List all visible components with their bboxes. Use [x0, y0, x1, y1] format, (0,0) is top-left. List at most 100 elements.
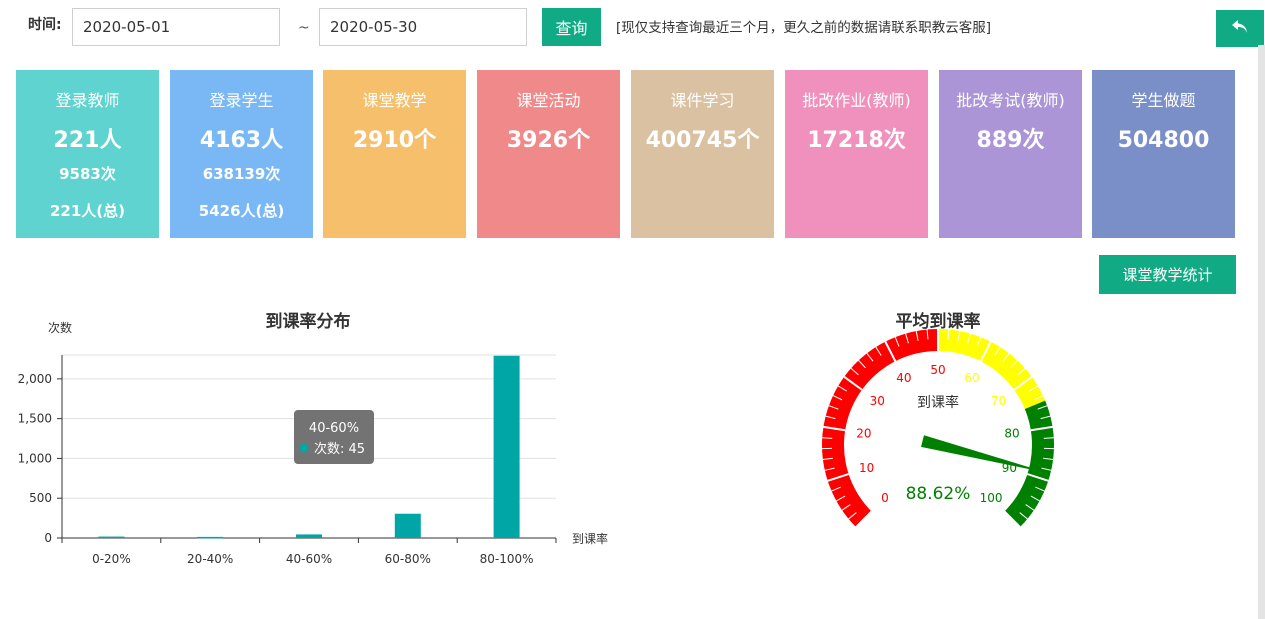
- gauge-tick: [1002, 353, 1010, 362]
- query-button[interactable]: 查询: [542, 8, 601, 46]
- stat-card-title: 学生做题: [1131, 91, 1196, 110]
- x-tick-label: 0-20%: [92, 552, 131, 566]
- gauge-tick: [841, 504, 851, 511]
- stat-card-value: 889次: [976, 128, 1045, 153]
- gauge-tick: [836, 495, 846, 502]
- gauge-band: [938, 329, 1046, 410]
- gauge-tick: [837, 385, 848, 392]
- gauge-tick: [915, 330, 919, 341]
- gauge-tick: [1033, 395, 1044, 401]
- gauge-tick-label: 60: [964, 371, 979, 385]
- gauge-tick: [957, 330, 961, 341]
- gauge-tick: [1037, 405, 1048, 410]
- gauge-tick: [1028, 385, 1039, 392]
- gauge-tick: [848, 512, 857, 520]
- stat-card-value: 17218次: [807, 128, 906, 153]
- gauge-tick: [1030, 495, 1040, 502]
- gauge-tick: [1027, 473, 1049, 482]
- gauge-tick: [926, 329, 929, 340]
- gauge-band: [822, 329, 938, 528]
- gauge-tick: [855, 510, 873, 528]
- bar[interactable]: [394, 513, 421, 538]
- gauge-tick-label: 0: [881, 491, 889, 505]
- gauge-tick: [823, 425, 846, 432]
- stat-card-value: 504800: [1117, 128, 1210, 153]
- stat-card: 批改考试(教师) 889次: [939, 70, 1082, 238]
- bar[interactable]: [197, 536, 224, 539]
- back-button[interactable]: [1216, 10, 1264, 47]
- gauge-tick: [825, 415, 836, 420]
- gauge-tick: [828, 405, 839, 410]
- gauge-tick-label: 100: [980, 491, 1003, 505]
- stat-card-value: 3926个: [506, 128, 591, 153]
- gauge-tick: [824, 467, 835, 471]
- gauge-tick-label: 10: [859, 461, 874, 475]
- gauge-tick: [822, 457, 833, 461]
- gauge-tick: [1040, 415, 1051, 420]
- stat-card: 批改作业(教师) 17218次: [785, 70, 928, 238]
- gauge-tick: [875, 346, 882, 356]
- stat-card-value: 4163人: [199, 128, 284, 153]
- stat-card-count: 638139次: [202, 165, 281, 183]
- gauge-chart-title: 平均到课率: [895, 312, 981, 332]
- gauge-tick: [822, 437, 833, 439]
- gauge-tick: [1035, 486, 1045, 492]
- gauge-tick: [866, 353, 874, 362]
- gauge-tick: [832, 395, 843, 401]
- y-tick-label: 500: [29, 491, 52, 505]
- gauge-tick: [1019, 512, 1028, 520]
- gauge-tick: [979, 341, 992, 362]
- gauge-tick: [1043, 437, 1054, 439]
- stat-card-title: 课堂活动: [516, 91, 581, 110]
- attendance-distribution-chart: 次数 0 500 1,000 1,500 2,000 0-20% 20-40% 40-60% 60…: [18, 320, 608, 566]
- bar[interactable]: [296, 534, 322, 538]
- gauge-tick: [894, 336, 900, 347]
- tooltip-value: 次数: 45: [314, 441, 365, 457]
- y-tick-label: 0: [44, 531, 52, 545]
- classroom-stats-button[interactable]: 课堂教学统计: [1099, 255, 1236, 294]
- x-tick-label: 40-60%: [286, 552, 332, 566]
- date-separator: ~: [298, 20, 310, 36]
- scrollbar[interactable]: [1258, 45, 1265, 619]
- y-axis-label: 次数: [48, 320, 72, 335]
- gauge-tick: [994, 346, 1001, 356]
- stat-card: 登录教师 221人 9583次 221人(总): [16, 70, 159, 238]
- gauge-tick-label: 80: [1004, 426, 1019, 440]
- stat-card-total: 221人(总): [49, 202, 126, 220]
- gauge-tick-label: 50: [930, 363, 945, 377]
- bar[interactable]: [493, 355, 520, 538]
- gauge-tick: [1010, 360, 1018, 369]
- gauge-needle: [921, 435, 1049, 474]
- gauge-tick: [1013, 376, 1033, 391]
- time-label: 时间:: [28, 17, 62, 33]
- bar[interactable]: [98, 536, 125, 539]
- gauge-tick: [831, 486, 841, 492]
- return-arrow-icon: [1231, 19, 1249, 38]
- tooltip-series-marker: [299, 443, 309, 453]
- gauge-tick: [1017, 367, 1026, 376]
- gauge-tick: [947, 329, 950, 340]
- stat-card-title: 课件学习: [670, 91, 735, 110]
- stat-card: 学生做题 504800: [1092, 70, 1235, 238]
- x-tick-label: 80-100%: [480, 552, 534, 566]
- start-date-input[interactable]: [72, 8, 280, 46]
- query-notice: [现仅支持查询最近三个月，更久之前的数据请联系职教云客服]: [616, 20, 992, 36]
- end-date-input[interactable]: [319, 8, 527, 46]
- stat-card: 登录学生 4163人 638139次 5426人(总): [170, 70, 313, 238]
- stat-card-title: 批改作业(教师): [802, 91, 911, 110]
- chart-tooltip: 40-60% 次数: 45: [294, 410, 374, 464]
- gauge-band: [1004, 400, 1054, 528]
- stat-card-value: 2910个: [352, 128, 437, 153]
- gauge-tick: [976, 336, 982, 347]
- stat-card-count: 9583次: [59, 165, 116, 183]
- gauge-tick-label: 40: [896, 371, 911, 385]
- stat-card-title: 登录学生: [209, 91, 274, 110]
- y-tick-label: 1,500: [18, 412, 52, 426]
- gauge-label: 到课率: [917, 394, 959, 411]
- stat-card-title: 登录教师: [55, 91, 120, 110]
- gauge-tick: [967, 333, 971, 344]
- gauge-tick: [1041, 467, 1052, 471]
- gauge-tick-label: 70: [991, 394, 1006, 408]
- y-tick-label: 1,000: [18, 451, 52, 465]
